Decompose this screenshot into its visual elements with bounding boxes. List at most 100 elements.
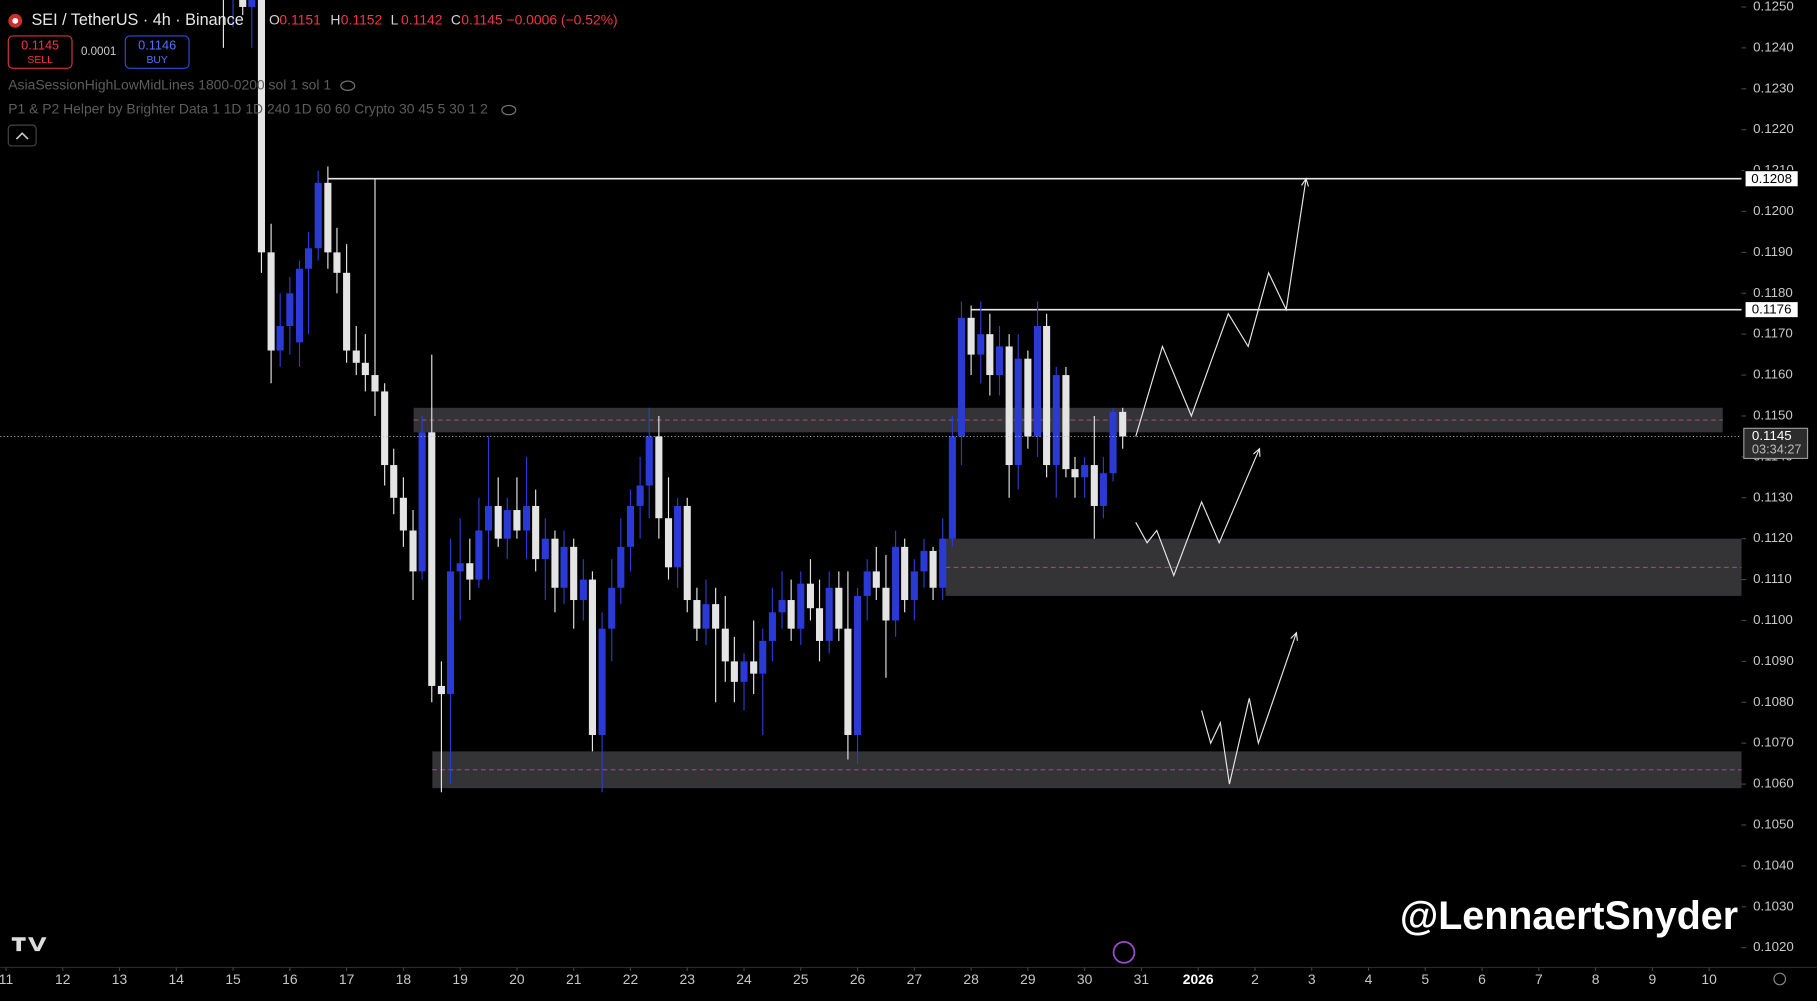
candle-body bbox=[1071, 469, 1079, 478]
candle-body bbox=[797, 583, 805, 629]
y-tick-label: 0.1090 bbox=[1753, 653, 1794, 668]
candle-body bbox=[882, 587, 890, 621]
candle-body bbox=[995, 346, 1004, 376]
collapse-button[interactable] bbox=[7, 124, 37, 147]
candle-body bbox=[390, 465, 398, 498]
candle-body bbox=[1043, 325, 1051, 466]
candle-body bbox=[409, 530, 417, 572]
candle-body bbox=[948, 436, 956, 539]
candle-body bbox=[248, 0, 256, 7]
x-tick-label: 25 bbox=[793, 971, 809, 987]
sell-label[interactable]: SELL bbox=[27, 55, 53, 66]
candle-body bbox=[257, 0, 265, 253]
y-tick-label: 0.1250 bbox=[1753, 0, 1794, 13]
candle-body bbox=[815, 608, 824, 641]
candle-body bbox=[844, 628, 852, 736]
x-tick-label: 16 bbox=[282, 971, 298, 987]
candle-body bbox=[494, 505, 502, 539]
buy-label[interactable]: BUY bbox=[146, 55, 167, 66]
candle-body bbox=[333, 252, 341, 273]
candle-body bbox=[1119, 411, 1127, 437]
candle-body bbox=[532, 505, 540, 560]
candle-body bbox=[418, 432, 426, 572]
x-tick-label: 5 bbox=[1421, 971, 1429, 987]
x-tick-label: 20 bbox=[509, 971, 525, 987]
ohlc-key: H bbox=[330, 12, 340, 28]
candle-body bbox=[863, 571, 871, 596]
indicator-label: AsiaSessionHighLowMidLines 1800-0200 sol… bbox=[8, 76, 331, 92]
y-tick-label: 0.1030 bbox=[1753, 898, 1794, 913]
y-tick-label: 0.1160 bbox=[1753, 367, 1793, 382]
candle-body bbox=[693, 600, 701, 629]
candle-body bbox=[825, 587, 833, 641]
candle-body bbox=[636, 485, 644, 506]
visibility-icon[interactable] bbox=[501, 104, 517, 116]
projection-arrowhead bbox=[1301, 177, 1310, 187]
replay-icon[interactable] bbox=[1112, 941, 1136, 964]
x-tick-label: 29 bbox=[1020, 971, 1036, 987]
candle-body bbox=[986, 334, 994, 376]
y-tick-label: 0.1230 bbox=[1753, 80, 1794, 95]
projection-arrowhead bbox=[1290, 631, 1298, 641]
candle-body bbox=[343, 272, 351, 351]
x-tick-label: 11 bbox=[0, 971, 13, 987]
x-tick-label: 31 bbox=[1134, 971, 1150, 987]
candle-body bbox=[957, 317, 966, 437]
settings-icon[interactable] bbox=[1773, 972, 1787, 986]
candle-body bbox=[787, 600, 795, 629]
candle-body bbox=[239, 0, 247, 7]
ohlc-value: 0.1152 bbox=[341, 12, 383, 28]
y-tick-label: 0.1130 bbox=[1753, 489, 1793, 504]
y-tick-label: 0.1200 bbox=[1753, 203, 1794, 218]
candle-body bbox=[551, 538, 559, 588]
last-price-box bbox=[1743, 427, 1809, 460]
candle-body bbox=[1005, 346, 1013, 466]
candle-body bbox=[768, 612, 776, 641]
tv-logo bbox=[11, 937, 47, 952]
y-tick-label: 0.1240 bbox=[1753, 39, 1794, 54]
candle-body bbox=[892, 546, 900, 621]
x-tick-label: 15 bbox=[225, 971, 241, 987]
y-tick-label: 0.1040 bbox=[1753, 857, 1794, 872]
candle-body bbox=[475, 530, 483, 580]
candle-body bbox=[523, 505, 531, 531]
candle-body bbox=[901, 546, 909, 601]
candle-body bbox=[806, 583, 814, 609]
y-tick-label: 0.1060 bbox=[1753, 776, 1794, 791]
buy-button[interactable] bbox=[124, 35, 190, 69]
sell-price[interactable]: 0.1145 bbox=[21, 38, 59, 53]
x-tick-label: 18 bbox=[396, 971, 412, 987]
buy-price[interactable]: 0.1146 bbox=[138, 38, 176, 53]
last-price-label: 0.1145 bbox=[1752, 428, 1792, 443]
ohlc-key: O bbox=[269, 12, 280, 28]
x-tick-label: 8 bbox=[1592, 971, 1600, 987]
visibility-icon[interactable] bbox=[340, 80, 356, 91]
y-tick-label: 0.1100 bbox=[1753, 612, 1793, 627]
candle-body bbox=[1052, 375, 1060, 466]
y-tick-label: 0.1170 bbox=[1753, 326, 1793, 341]
candle-body bbox=[456, 563, 464, 572]
candle-body bbox=[920, 550, 928, 572]
x-tick-label: 7 bbox=[1535, 971, 1543, 987]
candle-body bbox=[579, 579, 587, 601]
y-tick-label: 0.1150 bbox=[1753, 407, 1793, 422]
x-tick-label: 19 bbox=[452, 971, 468, 987]
candle-body bbox=[513, 510, 521, 531]
indicator-label: P1 & P2 Helper by Brighter Data 1 1D 1D … bbox=[8, 101, 488, 117]
projection-arrowhead bbox=[1253, 447, 1261, 457]
level-price-box bbox=[1744, 170, 1799, 188]
candle-body bbox=[702, 604, 710, 629]
candle-body bbox=[324, 182, 332, 253]
candle-body bbox=[939, 538, 947, 588]
x-tick-label: 9 bbox=[1649, 971, 1657, 987]
watermark: @LennaertSnyder bbox=[1400, 894, 1738, 938]
candle-body bbox=[570, 546, 578, 601]
sell-button[interactable] bbox=[7, 35, 73, 69]
y-tick-label: 0.1080 bbox=[1753, 694, 1794, 709]
candle-body bbox=[1090, 465, 1098, 506]
candle-body bbox=[910, 571, 918, 601]
candle-body bbox=[645, 436, 653, 486]
candle-body bbox=[588, 579, 596, 736]
